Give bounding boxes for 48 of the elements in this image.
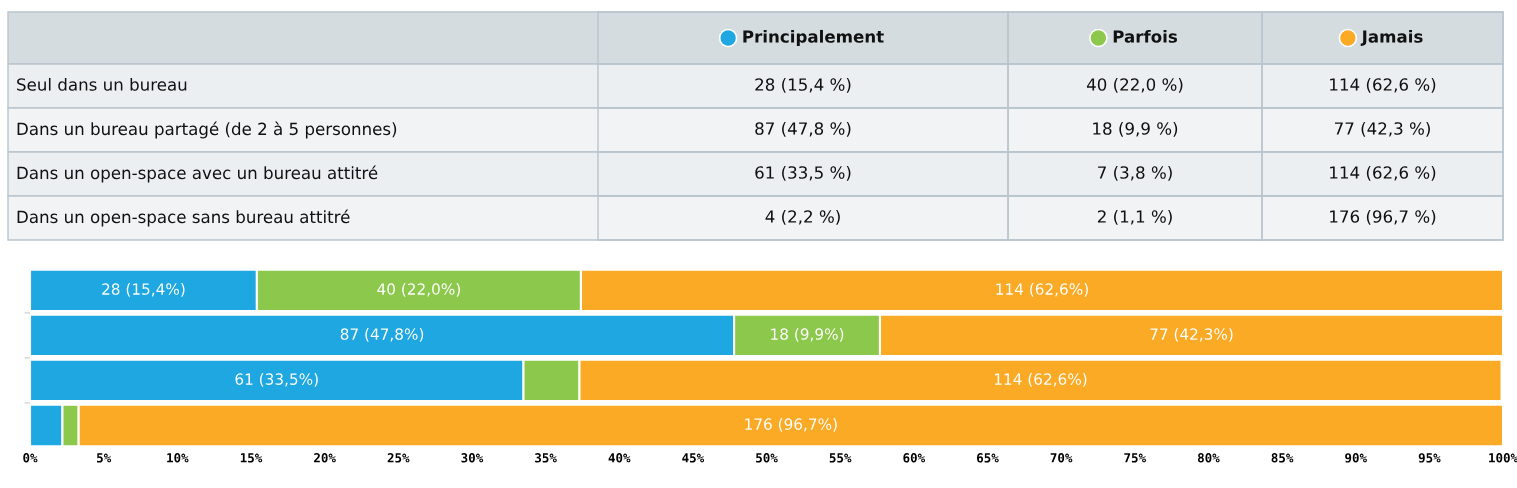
x-tick-label: 80%: [1197, 453, 1220, 463]
text: Dans un open-space avec un bureau attitré: [17, 165, 378, 183]
legend-label: Parfois: [1113, 29, 1177, 43]
x-tick-label: 35%: [535, 453, 557, 463]
x-tick-label: 90%: [1345, 453, 1367, 463]
legend-label: Principalement: [743, 29, 884, 47]
text: 114 (62,6 %): [1330, 77, 1436, 93]
text: 87 (47,8 %): [755, 121, 851, 137]
x-tick-label: 40%: [608, 453, 631, 463]
x-tick-label: 20%: [314, 453, 336, 463]
x-tick-label: 65%: [977, 453, 999, 463]
x-tick-label: 15%: [240, 453, 263, 463]
x-tick-label: 75%: [1124, 453, 1146, 463]
x-tick-label: 5%: [97, 453, 112, 463]
text: 28 (15,4 %): [755, 77, 851, 93]
text: 18 (9,9 %): [1093, 121, 1178, 137]
text: 176 (96,7 %): [1330, 209, 1436, 225]
text: Dans un open-space sans bureau attitré: [17, 209, 350, 227]
data-label: 18 (9,9%): [771, 328, 844, 342]
x-tick-label: 30%: [461, 453, 484, 463]
data-label: 114 (62,6%): [996, 283, 1088, 297]
x-tick-label: 0%: [23, 453, 38, 463]
data-label: 61 (33,5%): [235, 373, 318, 387]
text: Dans un bureau partagé (de 2 à 5 personnes): [17, 121, 397, 139]
data-label: 77 (42,3%): [1150, 328, 1233, 342]
data-label: 28 (15,4%): [102, 283, 185, 297]
legend-label: Jamais: [1360, 29, 1423, 46]
x-tick-label: 50%: [756, 453, 778, 463]
data-label: 87 (47,8%): [340, 328, 424, 342]
x-tick-label: 60%: [903, 453, 926, 463]
text: 61 (33,5 %): [755, 165, 851, 181]
text: 7 (3,8 %): [1098, 165, 1172, 181]
x-tick-label: 85%: [1271, 453, 1294, 463]
text: 4 (2,2 %): [765, 209, 840, 225]
data-label: 176 (96,7%): [745, 418, 837, 432]
data-label: 40 (22,0%): [377, 283, 460, 297]
text: Seul dans un bureau: [17, 77, 187, 91]
x-tick-label: 45%: [682, 453, 705, 463]
text: 2 (1,1 %): [1097, 209, 1172, 225]
text: 114 (62,6 %): [1330, 165, 1436, 181]
text: 77 (42,3 %): [1334, 121, 1430, 137]
x-tick-label: 70%: [1050, 453, 1073, 463]
text: 40 (22,0 %): [1086, 77, 1183, 93]
x-tick-label: 55%: [829, 453, 852, 463]
x-tick-label: 10%: [167, 453, 189, 463]
data-label: 114 (62,6%): [994, 373, 1087, 387]
x-tick-label: 25%: [387, 453, 410, 463]
x-tick-label: 95%: [1418, 453, 1441, 463]
